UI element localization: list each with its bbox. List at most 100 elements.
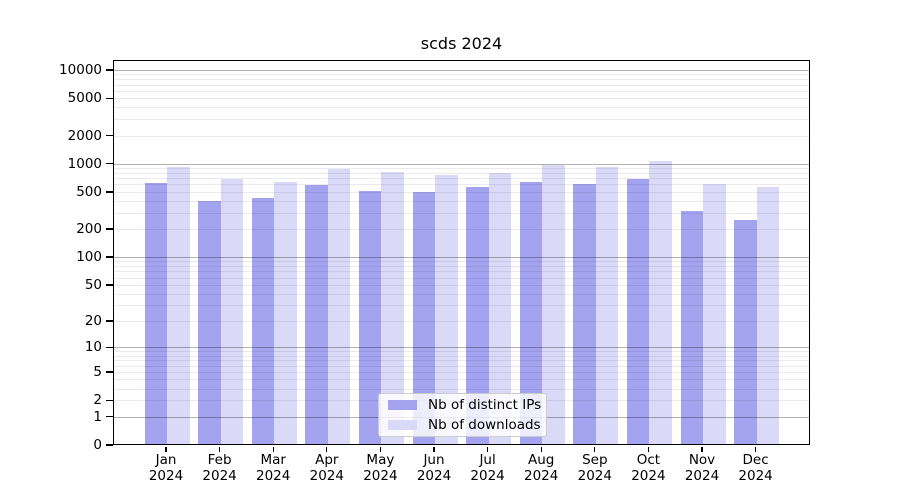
bar-nb-of-downloads-feb-2024 <box>220 178 244 444</box>
ytick-10000 <box>106 69 113 71</box>
ytick-label-10000: 10000 <box>59 62 102 78</box>
legend-item-distinct-ips: Nb of distinct IPs <box>388 397 541 413</box>
ytick-50 <box>106 284 113 286</box>
gridline-minor-900 <box>114 167 809 169</box>
ytick-label-200: 200 <box>76 221 102 238</box>
bars-layer <box>114 61 809 444</box>
xtick-label-apr-2024: Apr 2024 <box>309 452 344 484</box>
gridline-minor-8 <box>114 355 809 357</box>
gridline-minor-200 <box>114 229 809 231</box>
xtick-feb-2024 <box>219 446 221 452</box>
gridline-major-100 <box>114 257 809 259</box>
gridline-minor-400 <box>114 200 809 202</box>
legend-swatch-downloads <box>388 420 417 430</box>
ytick-label-2000: 2000 <box>67 127 102 144</box>
bar-nb-of-downloads-sep-2024 <box>595 167 619 444</box>
bar-nb-of-distinct-ips-may-2024 <box>358 191 382 444</box>
ytick-2000 <box>106 134 113 137</box>
gridline-minor-2000 <box>114 135 809 137</box>
bar-nb-of-downloads-mar-2024 <box>274 181 297 444</box>
xtick-label-sep-2024: Sep 2024 <box>577 452 612 484</box>
xtick-may-2024 <box>379 446 382 452</box>
gridline-minor-9000 <box>114 74 809 76</box>
ytick-100 <box>106 256 113 258</box>
gridline-minor-9 <box>114 351 809 353</box>
gridline-minor-600 <box>114 184 809 186</box>
gridline-minor-6 <box>114 365 809 367</box>
bar-nb-of-downloads-jun-2024 <box>435 174 458 444</box>
ytick-label-1000: 1000 <box>67 155 102 172</box>
xtick-label-dec-2024: Dec 2024 <box>738 452 773 484</box>
ytick-label-20: 20 <box>84 313 102 330</box>
xtick-mar-2024 <box>272 446 274 452</box>
xtick-jun-2024 <box>433 446 435 452</box>
xtick-label-mar-2024: Mar 2024 <box>256 452 291 484</box>
bar-nb-of-distinct-ips-jun-2024 <box>412 191 435 444</box>
xtick-apr-2024 <box>326 446 328 452</box>
gridline-minor-80 <box>114 266 809 268</box>
gridline-major-10 <box>114 347 809 349</box>
bar-nb-of-distinct-ips-dec-2024 <box>734 220 757 444</box>
xtick-label-oct-2024: Oct 2024 <box>631 452 666 484</box>
xtick-label-jun-2024: Jun 2024 <box>416 452 452 484</box>
legend-label-downloads: Nb of downloads <box>428 417 541 433</box>
plot-area <box>113 60 810 445</box>
gridline-minor-60 <box>114 277 809 279</box>
gridline-minor-70 <box>114 271 809 273</box>
bar-nb-of-distinct-ips-mar-2024 <box>251 198 275 444</box>
gridline-minor-3 <box>114 388 809 390</box>
bar-nb-of-downloads-nov-2024 <box>703 183 726 444</box>
gridlines-layer <box>114 61 809 444</box>
bar-nb-of-downloads-dec-2024 <box>756 186 780 444</box>
bar-nb-of-downloads-may-2024 <box>381 171 404 444</box>
ytick-2 <box>106 399 113 401</box>
bar-nb-of-distinct-ips-aug-2024 <box>519 181 543 444</box>
legend-item-downloads: Nb of downloads <box>388 417 541 433</box>
gridline-major-1000 <box>114 163 809 165</box>
ytick-1 <box>106 416 113 418</box>
bar-nb-of-distinct-ips-apr-2024 <box>305 185 328 444</box>
gridline-minor-5 <box>114 372 809 374</box>
xtick-label-feb-2024: Feb 2024 <box>202 452 237 484</box>
gridline-minor-7 <box>114 360 809 362</box>
bar-nb-of-distinct-ips-jan-2024 <box>144 183 167 444</box>
gridline-major-10000 <box>114 70 809 71</box>
gridline-minor-40 <box>114 293 809 295</box>
bar-nb-of-distinct-ips-sep-2024 <box>573 183 596 444</box>
ytick-1000 <box>106 163 113 165</box>
gridline-minor-5000 <box>114 98 809 100</box>
xtick-jan-2024 <box>165 446 167 452</box>
gridline-minor-50 <box>114 284 809 286</box>
ytick-label-5000: 5000 <box>67 90 102 107</box>
gridline-minor-300 <box>114 212 809 214</box>
gridline-minor-3000 <box>114 119 809 120</box>
bar-nb-of-downloads-oct-2024 <box>649 160 672 444</box>
xtick-label-aug-2024: Aug 2024 <box>524 452 559 484</box>
xtick-label-may-2024: May 2024 <box>363 452 398 484</box>
ytick-200 <box>106 228 113 230</box>
bar-nb-of-distinct-ips-nov-2024 <box>680 211 703 444</box>
ytick-label-5: 5 <box>93 364 102 381</box>
gridline-minor-6000 <box>114 90 809 92</box>
xtick-label-nov-2024: Nov 2024 <box>684 452 720 484</box>
ytick-label-0: 0 <box>93 437 102 453</box>
ytick-500 <box>106 191 113 193</box>
bar-nb-of-downloads-jul-2024 <box>488 172 512 444</box>
legend-label-distinct-ips: Nb of distinct IPs <box>428 397 542 413</box>
bar-nb-of-distinct-ips-jul-2024 <box>466 186 489 444</box>
xtick-aug-2024 <box>540 446 542 452</box>
xtick-oct-2024 <box>647 446 650 452</box>
xtick-sep-2024 <box>594 446 596 452</box>
ytick-label-100: 100 <box>76 249 102 266</box>
ytick-label-500: 500 <box>76 183 102 200</box>
ytick-5000 <box>106 97 113 99</box>
ytick-label-50: 50 <box>84 276 102 293</box>
gridline-minor-8000 <box>114 79 809 81</box>
bar-nb-of-distinct-ips-oct-2024 <box>626 178 650 444</box>
gridline-minor-30 <box>114 305 809 307</box>
xtick-label-jan-2024: Jan 2024 <box>148 452 184 484</box>
xtick-dec-2024 <box>755 446 757 452</box>
legend: Nb of distinct IPs Nb of downloads <box>378 393 547 437</box>
gridline-minor-700 <box>114 178 809 180</box>
